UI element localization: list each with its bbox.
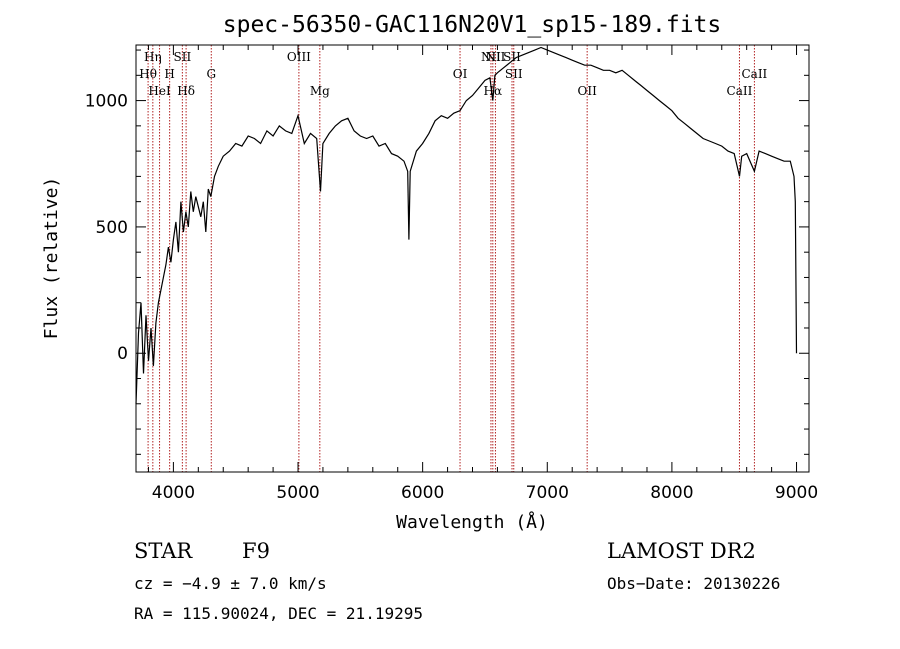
observation-date: Obs−Date: 20130226 xyxy=(607,574,780,593)
line-marker-label: NII xyxy=(481,50,501,64)
line-marker-label: NII xyxy=(485,50,505,64)
line-marker-label: SII xyxy=(505,67,523,81)
line-marker-label: Mg xyxy=(310,84,330,98)
line-marker-label: OI xyxy=(453,67,468,81)
x-axis-ticks: 4000 5000 6000 7000 8000 9000 xyxy=(147,45,818,503)
y-axis-ticks: 0 500 1000 xyxy=(85,49,809,455)
x-tick-label: 7000 xyxy=(526,483,569,503)
y-axis-title: Flux (relative) xyxy=(41,177,62,340)
x-tick-label: 8000 xyxy=(650,483,693,503)
spectrum-line xyxy=(135,46,798,404)
y-tick-label: 1000 xyxy=(85,92,128,112)
line-marker-label: HeI xyxy=(148,84,171,98)
redshift-velocity: cz = −4.9 ± 7.0 km/s xyxy=(134,574,327,593)
object-subclass: F9 xyxy=(242,539,270,563)
line-marker-label: Hη xyxy=(144,50,162,64)
line-marker-label: OII xyxy=(577,84,597,98)
line-marker-label: Hα xyxy=(484,84,503,98)
line-marker-label: CaII xyxy=(727,84,753,98)
y-tick-label: 500 xyxy=(96,218,128,238)
plot-frame xyxy=(135,44,810,473)
line-marker-label: Hδ xyxy=(177,84,195,98)
y-tick-label: 0 xyxy=(117,344,128,364)
chart-title: spec-56350-GAC116N20V1_sp15-189.fits xyxy=(223,12,722,38)
line-marker-label: SII xyxy=(503,50,521,64)
x-tick-label: 5000 xyxy=(276,483,319,503)
line-marker-label: H xyxy=(164,67,174,81)
object-class: STAR xyxy=(134,539,193,563)
line-marker-label: CaII xyxy=(741,67,767,81)
x-tick-label: 6000 xyxy=(401,483,444,503)
line-marker-label: Hθ xyxy=(139,67,157,81)
line-marker-label: OIII xyxy=(287,50,311,64)
survey-name: LAMOST DR2 xyxy=(607,539,756,563)
line-marker-label: SII xyxy=(174,50,192,64)
sky-coordinates: RA = 115.90024, DEC = 21.19295 xyxy=(134,604,423,623)
line-markers xyxy=(147,45,755,472)
x-tick-label: 9000 xyxy=(775,483,818,503)
x-axis-title: Wavelength (Å) xyxy=(396,511,548,533)
line-marker-label: G xyxy=(206,67,216,81)
x-tick-label: 4000 xyxy=(152,483,195,503)
